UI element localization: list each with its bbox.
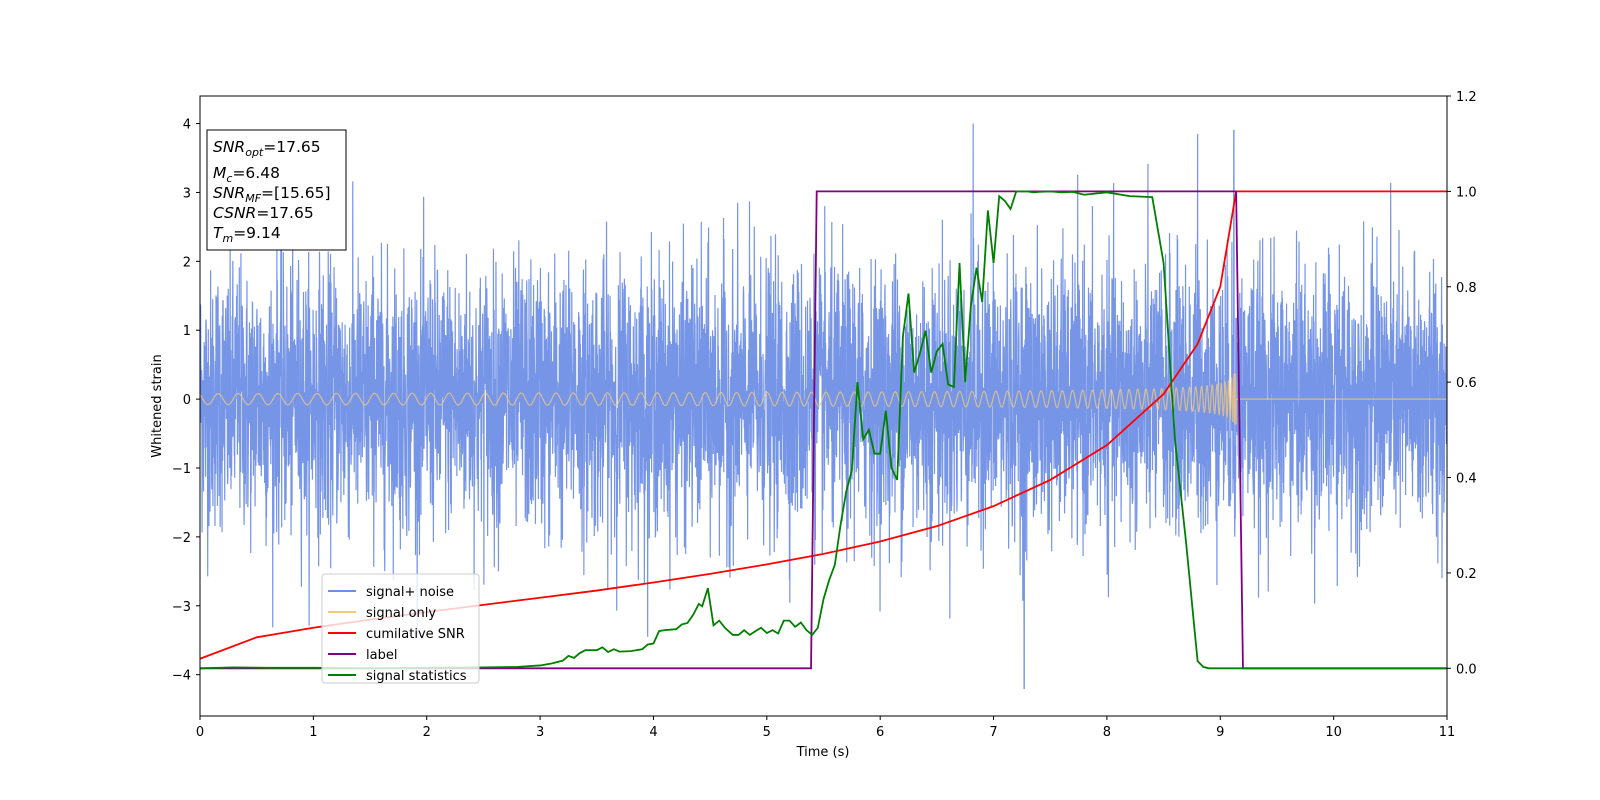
mc-value: =6.48 [232, 164, 280, 182]
y-tick-label: −1 [172, 462, 191, 477]
x-tick-label: 2 [423, 725, 431, 740]
y2-tick-label: 1.2 [1456, 90, 1477, 105]
y2-tick-label: 0.4 [1456, 472, 1477, 487]
annotation-frame [206, 129, 347, 251]
y-tick-label: 3 [183, 186, 191, 201]
snr-mf-sub: MF [245, 192, 261, 205]
series-signal-statistics [200, 190, 1447, 670]
x-tick-label: 5 [763, 725, 771, 740]
y-tick-label: −4 [172, 669, 191, 684]
annotation-mc: Mc=6.48 [213, 164, 280, 185]
y-tick-label: 0 [183, 393, 191, 408]
x-tick-label: 9 [1216, 725, 1224, 740]
annotation-snr-mf: SNRMF=[15.65] [213, 184, 331, 205]
snr-opt-value: =17.65 [263, 138, 320, 156]
y-tick-label: 4 [183, 118, 191, 133]
y-axis-right: 0.0 0.2 0.4 0.6 0.8 1.0 1.2 [1447, 90, 1477, 677]
snr-mf-value: =[15.65] [261, 184, 330, 202]
tm-value: =9.14 [233, 224, 281, 242]
x-tick-label: 0 [196, 725, 204, 740]
y2-tick-label: 0.8 [1456, 281, 1477, 296]
x-axis: 0 1 2 3 4 5 6 7 8 9 10 11 [196, 716, 1455, 740]
legend-label: signal only [366, 606, 436, 621]
y-tick-label: 1 [183, 324, 191, 339]
csnr-value: =17.65 [256, 204, 313, 222]
snr-mf-base: SNR [213, 184, 245, 202]
mc-sub: c [226, 172, 232, 185]
snr-opt-sub: opt [245, 146, 264, 159]
legend-frame [321, 573, 480, 684]
legend: signal+ noise signal only cumilative SNR la… [321, 573, 480, 684]
x-tick-label: 3 [536, 725, 544, 740]
x-tick-label: 8 [1103, 725, 1111, 740]
x-tick-label: 7 [989, 725, 997, 740]
x-tick-label: 6 [876, 725, 884, 740]
annotation-tm: Tm=9.14 [213, 224, 281, 245]
x-tick-label: 11 [1439, 725, 1456, 740]
y2-tick-label: 0.0 [1456, 662, 1477, 677]
annotation-csnr: CSNR=17.65 [213, 204, 314, 222]
legend-label: label [366, 648, 397, 663]
annotation-snr-opt: SNRopt=17.65 [213, 138, 321, 159]
legend-label: signal statistics [366, 669, 467, 684]
plot-frame [199, 95, 1448, 717]
x-tick-label: 1 [309, 725, 317, 740]
annotation-box: SNRopt=17.65 Mc=6.48 SNRMF=[15.65] CSNR=… [206, 129, 347, 251]
y2-tick-label: 0.2 [1456, 567, 1477, 582]
x-axis-title: Time (s) [796, 745, 850, 760]
legend-label: cumilative SNR [366, 627, 465, 642]
y-tick-label: 2 [183, 255, 191, 270]
tm-base: T [213, 224, 224, 242]
csnr-base: CSNR [213, 204, 256, 222]
legend-label: signal+ noise [366, 585, 454, 600]
y-axis-title: Whitened strain [150, 354, 165, 457]
x-tick-label: 10 [1325, 725, 1342, 740]
y-tick-label: −2 [172, 531, 191, 546]
y-tick-label: −3 [172, 600, 191, 615]
tm-sub: m [222, 232, 233, 245]
y2-tick-label: 1.0 [1456, 185, 1477, 200]
x-tick-label: 4 [649, 725, 657, 740]
y-axis-left: −4 −3 −2 −1 0 1 2 3 4 [172, 118, 200, 684]
mc-base: M [213, 164, 226, 182]
y2-tick-label: 0.6 [1456, 376, 1477, 391]
snr-opt-base: SNR [213, 138, 245, 156]
